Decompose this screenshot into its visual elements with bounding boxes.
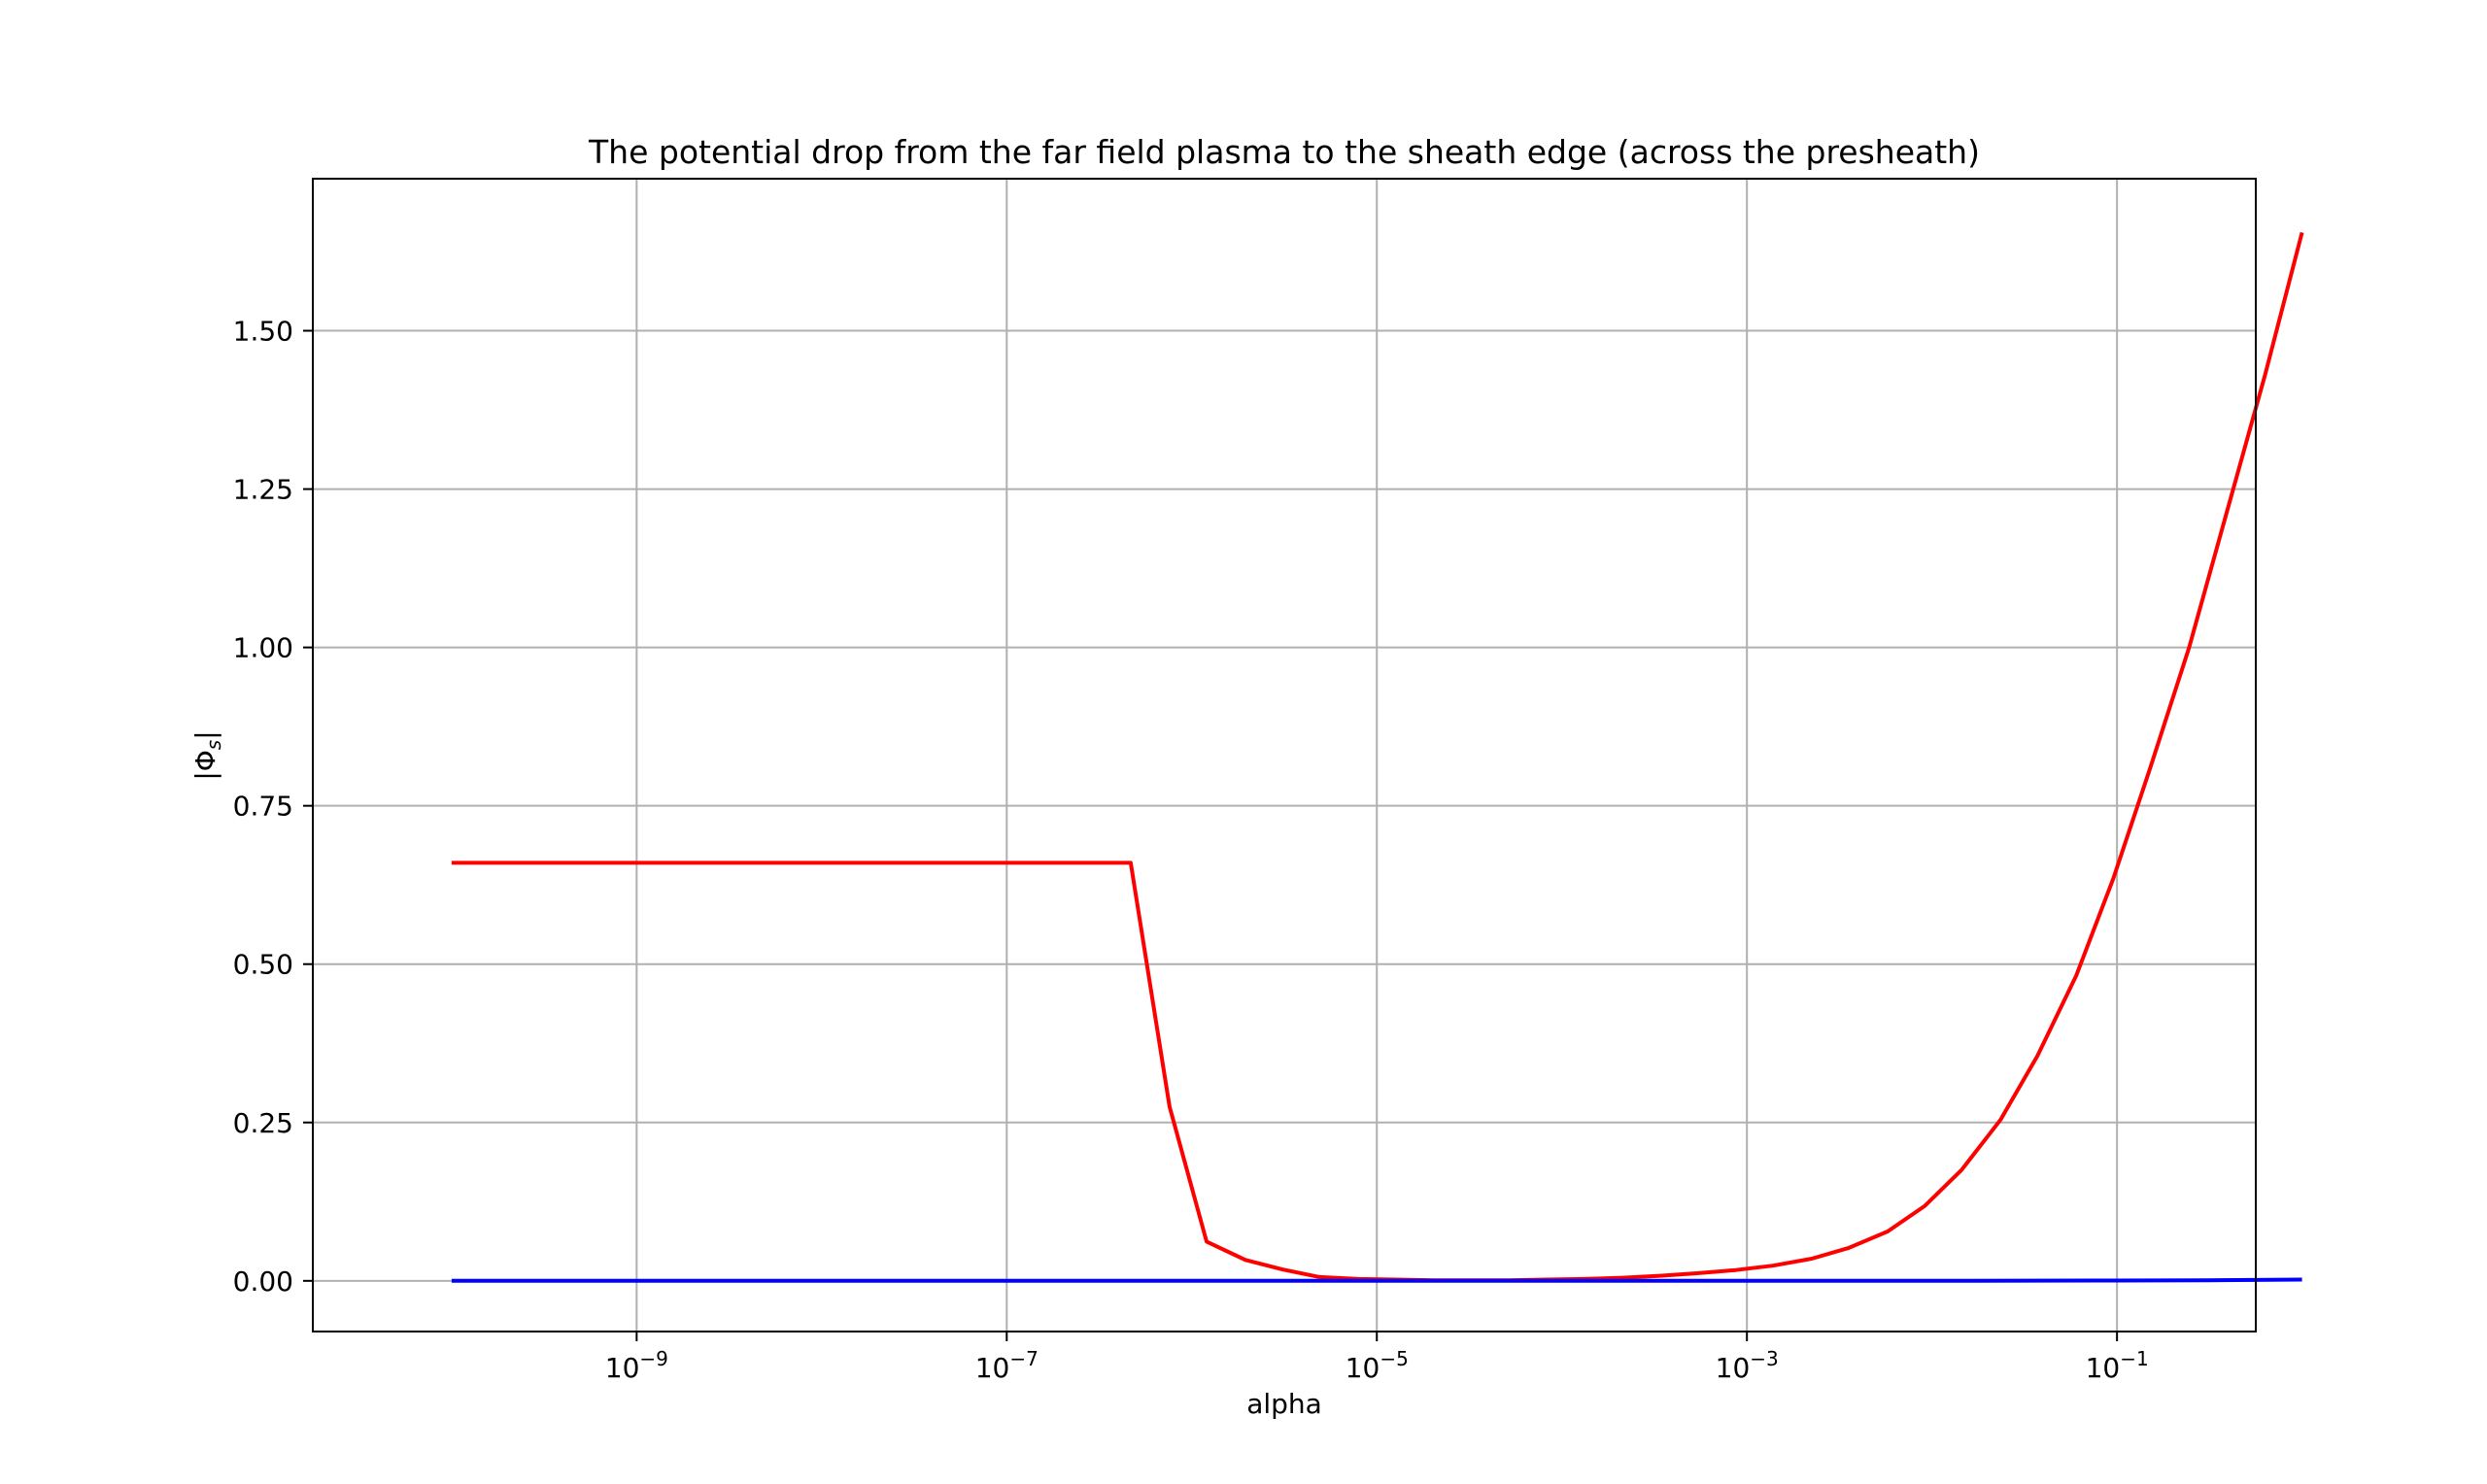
y-tick-label: 1.00 bbox=[233, 632, 293, 664]
tick-marks bbox=[303, 329, 2119, 1341]
y-axis-label: |Φs| bbox=[189, 730, 225, 780]
data-series bbox=[451, 231, 2304, 1283]
x-tick-label-base: 10 bbox=[605, 1352, 640, 1384]
x-tick-label: 10−1 bbox=[2086, 1347, 2149, 1384]
x-tick-label: 10−3 bbox=[1716, 1347, 1779, 1384]
series-line-1 bbox=[451, 231, 2304, 1283]
y-axis-label-close: | bbox=[189, 730, 221, 739]
x-tick-label-exponent: −3 bbox=[1750, 1347, 1778, 1370]
y-tick-label: 0.00 bbox=[233, 1265, 293, 1298]
x-tick-label-exponent: −5 bbox=[1380, 1347, 1408, 1370]
y-tick-label: 1.25 bbox=[233, 474, 293, 506]
y-tick-label: 0.25 bbox=[233, 1107, 293, 1139]
y-axis-label-main: |Φ bbox=[189, 750, 221, 780]
y-tick-label: 0.75 bbox=[233, 791, 293, 823]
x-tick-label-exponent: −9 bbox=[639, 1347, 667, 1370]
x-tick-label-exponent: −1 bbox=[2120, 1347, 2148, 1370]
series-line-2 bbox=[451, 1277, 2302, 1283]
axes-frame bbox=[312, 178, 2257, 1332]
x-tick-label-base: 10 bbox=[1346, 1352, 1380, 1384]
x-tick-label-base: 10 bbox=[975, 1352, 1010, 1384]
y-tick-label: 0.50 bbox=[233, 949, 293, 981]
y-tick-label: 1.50 bbox=[233, 316, 293, 348]
x-tick-label: 10−9 bbox=[605, 1347, 668, 1384]
x-axis-label: alpha bbox=[1246, 1388, 1322, 1420]
x-tick-label-exponent: −7 bbox=[1009, 1347, 1038, 1370]
y-axis-label-subscript: s bbox=[202, 740, 225, 750]
x-tick-label: 10−5 bbox=[1346, 1347, 1409, 1384]
chart-title: The potential drop from the far field pl… bbox=[588, 133, 1980, 171]
x-tick-label-base: 10 bbox=[2086, 1352, 2121, 1384]
tick-labels: 10−9 10−7 10−5 10−3 10−10.000.250.500.751.00… bbox=[233, 316, 2149, 1384]
x-tick-label-base: 10 bbox=[1716, 1352, 1751, 1384]
x-tick-label: 10−7 bbox=[975, 1347, 1039, 1384]
